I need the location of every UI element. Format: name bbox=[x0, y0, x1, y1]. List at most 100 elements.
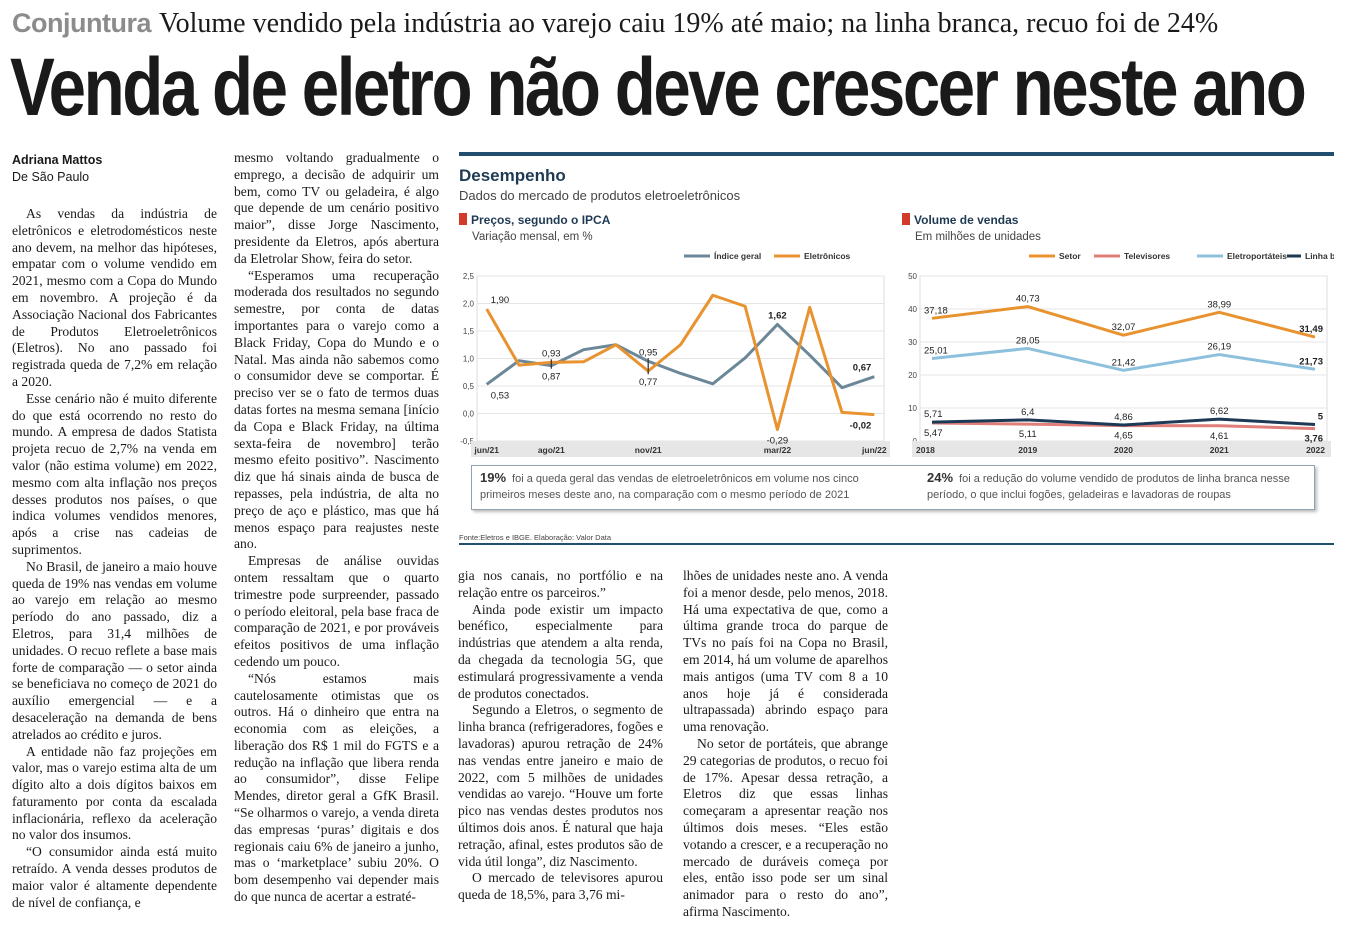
data-label: 21,42 bbox=[1112, 357, 1136, 368]
section-label: Conjuntura bbox=[12, 8, 151, 38]
paragraph: O mercado de televisores apurou queda de… bbox=[458, 870, 663, 903]
legend-label: Índice geral bbox=[714, 251, 761, 261]
y-tick-label: 10 bbox=[908, 404, 917, 413]
data-label: 0,67 bbox=[853, 363, 872, 374]
paragraph: Esse cenário não é muito diferente do qu… bbox=[12, 390, 217, 557]
y-tick-label: 1,0 bbox=[463, 355, 475, 364]
y-tick-label: 0,0 bbox=[463, 410, 475, 419]
y-tick-label: -0,5 bbox=[460, 437, 474, 446]
paragraph: No setor de portáteis, que abrange 29 ca… bbox=[683, 735, 888, 919]
data-label: 4,61 bbox=[1210, 431, 1229, 442]
data-label: 0,93 bbox=[542, 348, 561, 359]
price-chart-title: Preços, segundo o IPCA bbox=[459, 213, 610, 227]
data-label: 0,95 bbox=[639, 347, 658, 358]
headline: Venda de eletro não deve crescer neste a… bbox=[10, 42, 1307, 133]
paragraph: gia nos canais, no portfólio e na relaçã… bbox=[458, 568, 663, 600]
byline-location: De São Paulo bbox=[12, 170, 90, 184]
paragraph: “Esperamos uma recuperação moderada dos … bbox=[234, 267, 439, 552]
data-label: 31,49 bbox=[1299, 324, 1323, 335]
y-tick-label: 50 bbox=[908, 272, 917, 281]
x-tick-label: 2019 bbox=[1018, 445, 1037, 455]
highlight-1: 19% foi a queda geral das vendas de eletr… bbox=[480, 470, 859, 501]
highlight-2: 24% foi a redução do volume vendido de pr… bbox=[927, 470, 1290, 501]
article-column-1: As vendas da indústria de eletrônicos e … bbox=[12, 206, 217, 911]
data-label: 26,19 bbox=[1207, 342, 1231, 353]
bottom-rule bbox=[459, 543, 1334, 545]
highlights-box: 19% foi a queda geral das vendas de eletr… bbox=[471, 465, 1315, 510]
paragraph: Empresas de análise ouvidas ontem ressal… bbox=[234, 553, 439, 669]
article-column-3: gia nos canais, no portfólio e na relaçã… bbox=[458, 568, 663, 904]
legend-label: Setor bbox=[1059, 251, 1081, 261]
data-label: 37,18 bbox=[924, 305, 948, 316]
red-square-icon bbox=[902, 213, 910, 225]
volume-chart-title: Volume de vendas bbox=[902, 213, 1018, 227]
article-column-4: lhões de unidades neste ano. A venda foi… bbox=[683, 568, 888, 921]
red-square-icon bbox=[459, 213, 467, 225]
data-label: 4,86 bbox=[1114, 412, 1133, 423]
data-label: 1,62 bbox=[768, 310, 787, 321]
x-tick-label: jun/21 bbox=[473, 445, 499, 455]
infographic: Desempenho Dados do mercado de produtos … bbox=[459, 152, 1334, 547]
y-tick-label: 1,5 bbox=[463, 327, 475, 336]
x-tick-label: 2018 bbox=[916, 445, 935, 455]
y-tick-label: 2,5 bbox=[463, 272, 475, 281]
y-tick-label: 2,0 bbox=[463, 300, 475, 309]
paragraph: As vendas da indústria de eletrônicos e … bbox=[12, 206, 217, 389]
data-label: 4,65 bbox=[1114, 431, 1133, 442]
y-tick-label: 30 bbox=[908, 338, 917, 347]
data-label: 6,4 bbox=[1021, 407, 1034, 418]
top-rule bbox=[459, 152, 1334, 156]
data-label: 5,47 bbox=[924, 428, 943, 439]
data-label: 5,71 bbox=[924, 409, 943, 420]
graphic-subtitle: Dados do mercado de produtos eletroeletr… bbox=[459, 188, 741, 203]
kicker: Conjuntura Volume vendido pela indústria … bbox=[12, 6, 1337, 41]
x-tick-label: 2021 bbox=[1210, 445, 1229, 455]
data-label: 40,73 bbox=[1016, 294, 1040, 305]
x-tick-label: 2020 bbox=[1114, 445, 1133, 455]
data-label: 32,07 bbox=[1112, 322, 1136, 333]
x-tick-label: jun/22 bbox=[861, 445, 887, 455]
data-label: 5,11 bbox=[1019, 429, 1037, 440]
legend-label: Eletroportáteis bbox=[1227, 251, 1287, 261]
data-label: 38,99 bbox=[1207, 299, 1231, 310]
volume-chart-subtitle: Em milhões de unidades bbox=[915, 231, 1041, 243]
legend-label: Eletrônicos bbox=[804, 251, 851, 261]
legend-label: Televisores bbox=[1124, 251, 1170, 261]
x-tick-label: nov/21 bbox=[635, 445, 662, 455]
data-label: 0,77 bbox=[639, 377, 658, 388]
x-tick-label: ago/21 bbox=[538, 445, 565, 455]
paragraph: “Nós estamos mais cautelosamente otimist… bbox=[234, 670, 439, 905]
data-label: -0,29 bbox=[767, 435, 789, 446]
byline: Adriana Mattos De São Paulo bbox=[12, 152, 102, 186]
data-label: 3,76 bbox=[1305, 434, 1324, 445]
data-label: 5 bbox=[1318, 412, 1324, 423]
paragraph: Ainda pode existir um impacto benéfico, … bbox=[458, 601, 663, 701]
price-chart: -0,5 0,0 0,5 1,0 1,5 2,0 2,5 jun/21 ago/21 nov/21… bbox=[460, 251, 890, 457]
data-label: 21,73 bbox=[1299, 356, 1323, 367]
paragraph: mesmo voltando gradualmente o emprego, a… bbox=[234, 150, 439, 266]
volume-chart: 0102030405020182019202020212022SetorTele… bbox=[908, 251, 1334, 457]
plot-area bbox=[919, 275, 1328, 442]
paragraph: “O consumidor ainda está muito retraído.… bbox=[12, 844, 217, 910]
data-label: -0,02 bbox=[850, 421, 872, 432]
x-tick-label: mar/22 bbox=[764, 445, 792, 455]
data-label: 25,01 bbox=[924, 345, 948, 356]
paragraph: lhões de unidades neste ano. A venda foi… bbox=[683, 568, 888, 735]
data-label: 1,90 bbox=[491, 295, 510, 306]
paragraph: No Brasil, de janeiro a maio houve queda… bbox=[12, 558, 217, 742]
y-tick-label: 0,5 bbox=[463, 382, 475, 391]
paragraph: Segundo a Eletros, o segmento de linha b… bbox=[458, 702, 663, 869]
paragraph: A entidade não faz projeções em valor, m… bbox=[12, 743, 217, 843]
x-axis-band bbox=[912, 441, 1331, 457]
data-label: 0,53 bbox=[491, 390, 510, 401]
y-tick-label: 40 bbox=[908, 305, 917, 314]
x-axis-band bbox=[471, 441, 890, 457]
legend-label: Linha branca bbox=[1305, 251, 1334, 261]
data-label: 6,62 bbox=[1210, 406, 1229, 417]
graphic-title: Desempenho bbox=[459, 166, 566, 185]
article-column-2: mesmo voltando gradualmente o emprego, a… bbox=[234, 150, 439, 906]
data-label: 28,05 bbox=[1016, 335, 1040, 346]
price-chart-subtitle: Variação mensal, em % bbox=[472, 231, 593, 243]
source-note: Fonte:Eletros e IBGE. Elaboração: Valor … bbox=[459, 533, 612, 542]
kicker-text: Volume vendido pela indústria ao varejo … bbox=[158, 8, 1219, 39]
